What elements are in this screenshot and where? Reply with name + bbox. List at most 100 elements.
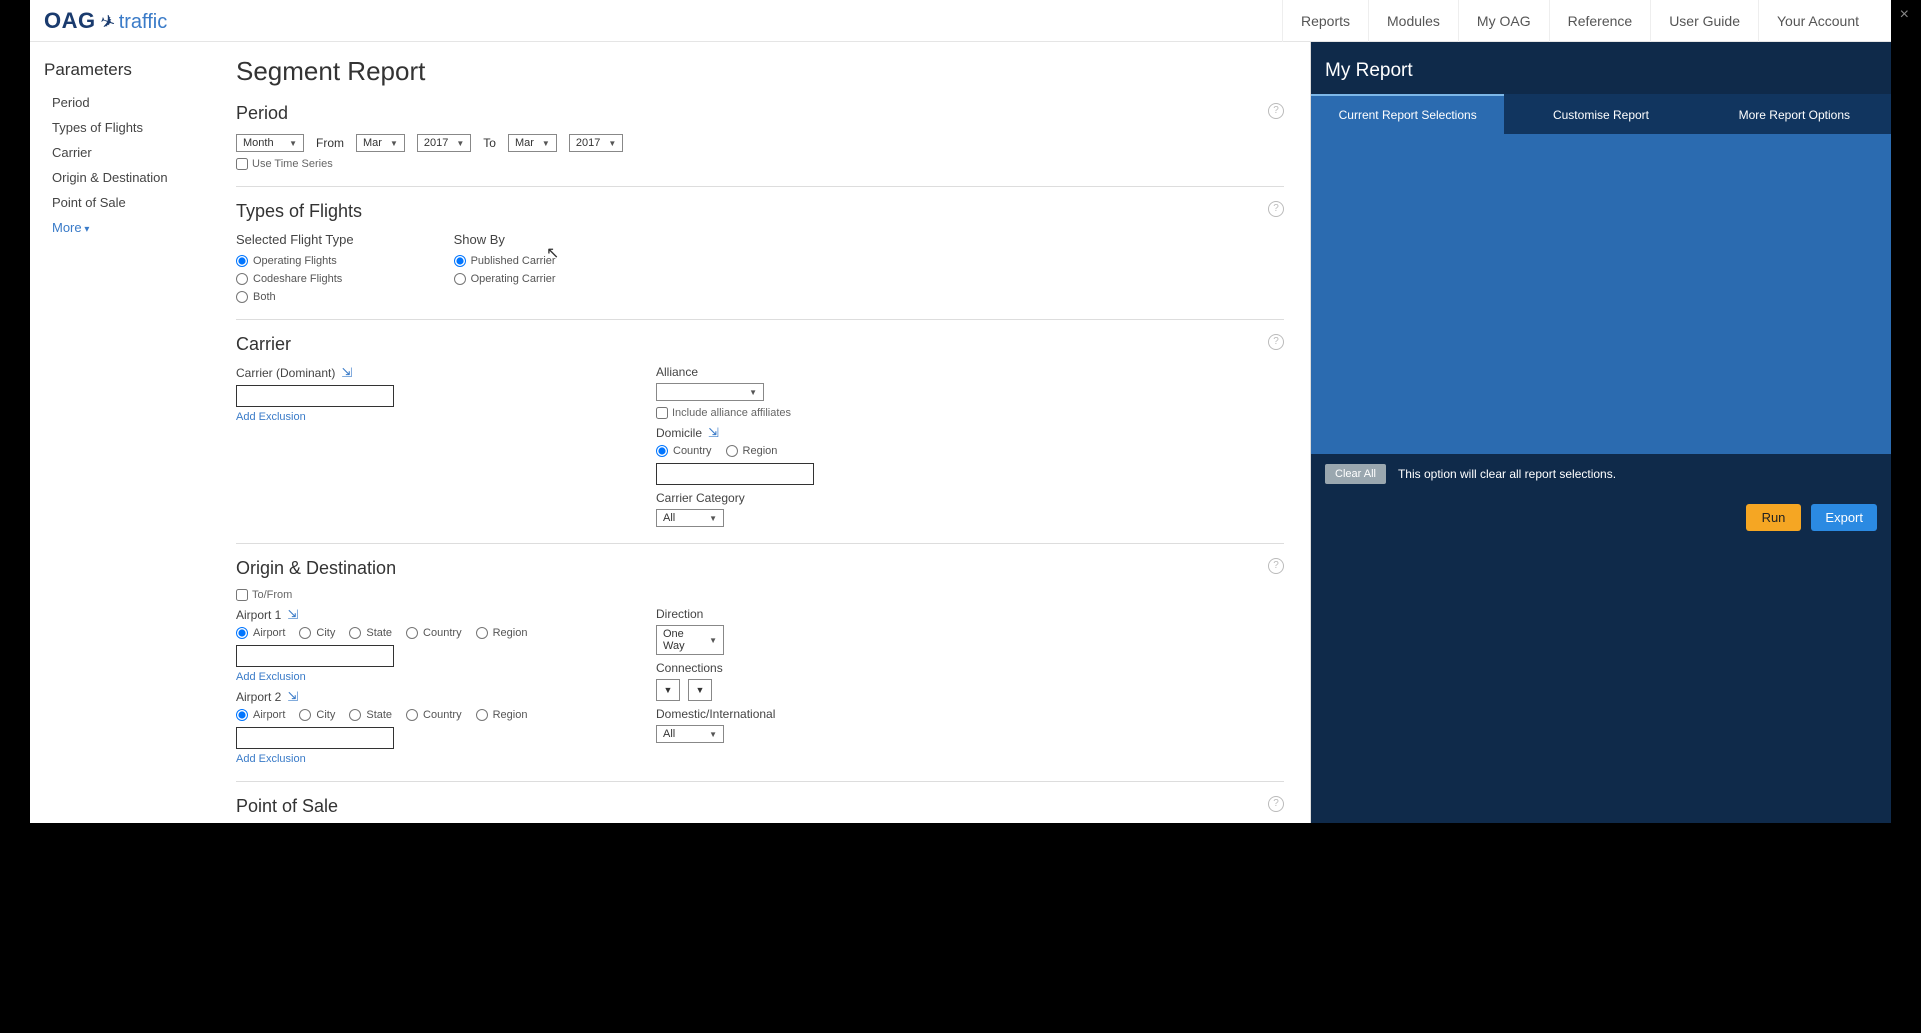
flight-operating-radio[interactable] <box>236 255 248 267</box>
popout-icon[interactable]: ⇲ <box>341 365 352 381</box>
sidebar-item-carrier[interactable]: Carrier <box>44 140 210 165</box>
to-month-select[interactable]: Mar <box>508 134 557 152</box>
showby-published[interactable]: Published Carrier <box>454 255 556 267</box>
flight-codeshare-radio[interactable] <box>236 273 248 285</box>
brand-logo[interactable]: OAG✈ traffic <box>44 8 167 34</box>
carrier-category-select[interactable]: All <box>656 509 724 527</box>
a1-region-label: Region <box>493 627 528 639</box>
connections-down-1[interactable]: ▼ <box>656 679 680 701</box>
a1-state-radio[interactable] <box>349 627 361 639</box>
popout-icon[interactable]: ⇲ <box>287 607 298 623</box>
a2-airport-radio[interactable] <box>236 709 248 721</box>
sidebar-item-pos[interactable]: Point of Sale <box>44 190 210 215</box>
a1-region[interactable]: Region <box>476 627 528 639</box>
airport2-input[interactable] <box>236 727 394 749</box>
domicile-country-radio[interactable] <box>656 445 668 457</box>
airport1-input[interactable] <box>236 645 394 667</box>
a1-country[interactable]: Country <box>406 627 462 639</box>
show-by-label: Show By <box>454 232 556 247</box>
run-button[interactable]: Run <box>1746 504 1802 531</box>
help-icon[interactable]: ? <box>1268 334 1284 350</box>
help-icon[interactable]: ? <box>1268 201 1284 217</box>
flight-both-radio[interactable] <box>236 291 248 303</box>
domintl-select[interactable]: All <box>656 725 724 743</box>
a1-city[interactable]: City <box>299 627 335 639</box>
showby-operating[interactable]: Operating Carrier <box>454 273 556 285</box>
add-exclusion-link[interactable]: Add Exclusion <box>236 671 306 683</box>
affiliates-row: Include alliance affiliates <box>656 407 1284 419</box>
a2-city[interactable]: City <box>299 709 335 721</box>
a2-region-radio[interactable] <box>476 709 488 721</box>
tab-more-options[interactable]: More Report Options <box>1698 94 1891 134</box>
sidebar-item-period[interactable]: Period <box>44 90 210 115</box>
tab-current[interactable]: Current Report Selections <box>1311 94 1504 134</box>
nav-reports[interactable]: Reports <box>1282 0 1368 42</box>
a2-city-radio[interactable] <box>299 709 311 721</box>
sidebar-item-origin[interactable]: Origin & Destination <box>44 165 210 190</box>
flight-codeshare[interactable]: Codeshare Flights <box>236 273 354 285</box>
carrier-dominant-label: Carrier (Dominant) ⇲ <box>236 365 656 381</box>
help-icon[interactable]: ? <box>1268 796 1284 812</box>
help-icon[interactable]: ? <box>1268 103 1284 119</box>
a2-country[interactable]: Country <box>406 709 462 721</box>
popout-icon[interactable]: ⇲ <box>287 689 298 705</box>
domicile-region-radio[interactable] <box>726 445 738 457</box>
from-year-select[interactable]: 2017 <box>417 134 471 152</box>
popout-icon[interactable]: ⇲ <box>708 425 719 441</box>
nav-myoag[interactable]: My OAG <box>1458 0 1549 42</box>
carrier-dominant-input[interactable] <box>236 385 394 407</box>
a2-state-radio[interactable] <box>349 709 361 721</box>
domicile-region-label: Region <box>743 445 778 457</box>
carrier-cols: Carrier (Dominant) ⇲ Add Exclusion Allia… <box>236 365 1284 527</box>
plane-icon: ✈ <box>96 10 117 35</box>
nav-reference[interactable]: Reference <box>1549 0 1651 42</box>
tab-customise[interactable]: Customise Report <box>1504 94 1697 134</box>
app-window: OAG✈ traffic Reports Modules My OAG Refe… <box>30 0 1891 823</box>
domicile-country[interactable]: Country <box>656 445 712 457</box>
nav-modules[interactable]: Modules <box>1368 0 1458 42</box>
a1-country-radio[interactable] <box>406 627 418 639</box>
flight-both[interactable]: Both <box>236 291 354 303</box>
export-button[interactable]: Export <box>1811 504 1877 531</box>
to-year-select[interactable]: 2017 <box>569 134 623 152</box>
a1-airport[interactable]: Airport <box>236 627 285 639</box>
a1-region-radio[interactable] <box>476 627 488 639</box>
origin-right: Direction One Way Connections ▼ ▼ Domest… <box>656 607 1284 765</box>
nav-userguide[interactable]: User Guide <box>1650 0 1758 42</box>
nav-account[interactable]: Your Account <box>1758 0 1877 42</box>
tofrom-checkbox[interactable] <box>236 589 248 601</box>
window-close-icon[interactable]: × <box>1900 6 1909 24</box>
add-exclusion-link[interactable]: Add Exclusion <box>236 411 306 423</box>
sidebar-more[interactable]: More <box>44 215 210 240</box>
alliance-select[interactable] <box>656 383 764 401</box>
clear-all-button[interactable]: Clear All <box>1325 464 1386 484</box>
showby-operating-label: Operating Carrier <box>471 273 556 285</box>
a1-country-label: Country <box>423 627 462 639</box>
domicile-region[interactable]: Region <box>726 445 778 457</box>
showby-operating-radio[interactable] <box>454 273 466 285</box>
time-series-checkbox[interactable] <box>236 158 248 170</box>
a2-region[interactable]: Region <box>476 709 528 721</box>
a2-airport[interactable]: Airport <box>236 709 285 721</box>
a1-airport-radio[interactable] <box>236 627 248 639</box>
direction-select[interactable]: One Way <box>656 625 724 655</box>
connections-down-2[interactable]: ▼ <box>688 679 712 701</box>
a1-city-radio[interactable] <box>299 627 311 639</box>
carrier-title: Carrier <box>236 334 1284 355</box>
from-month-select[interactable]: Mar <box>356 134 405 152</box>
a2-state[interactable]: State <box>349 709 392 721</box>
add-exclusion-link[interactable]: Add Exclusion <box>236 753 306 765</box>
a2-country-radio[interactable] <box>406 709 418 721</box>
direction-label: Direction <box>656 607 1284 621</box>
flight-operating[interactable]: Operating Flights <box>236 255 354 267</box>
affiliates-checkbox[interactable] <box>656 407 668 419</box>
period-unit-select[interactable]: Month <box>236 134 304 152</box>
a1-state[interactable]: State <box>349 627 392 639</box>
time-series-label: Use Time Series <box>252 158 333 170</box>
domicile-input[interactable] <box>656 463 814 485</box>
showby-published-radio[interactable] <box>454 255 466 267</box>
help-icon[interactable]: ? <box>1268 558 1284 574</box>
sidebar-item-types[interactable]: Types of Flights <box>44 115 210 140</box>
brand-sub: traffic <box>119 11 168 34</box>
flight-operating-label: Operating Flights <box>253 255 337 267</box>
